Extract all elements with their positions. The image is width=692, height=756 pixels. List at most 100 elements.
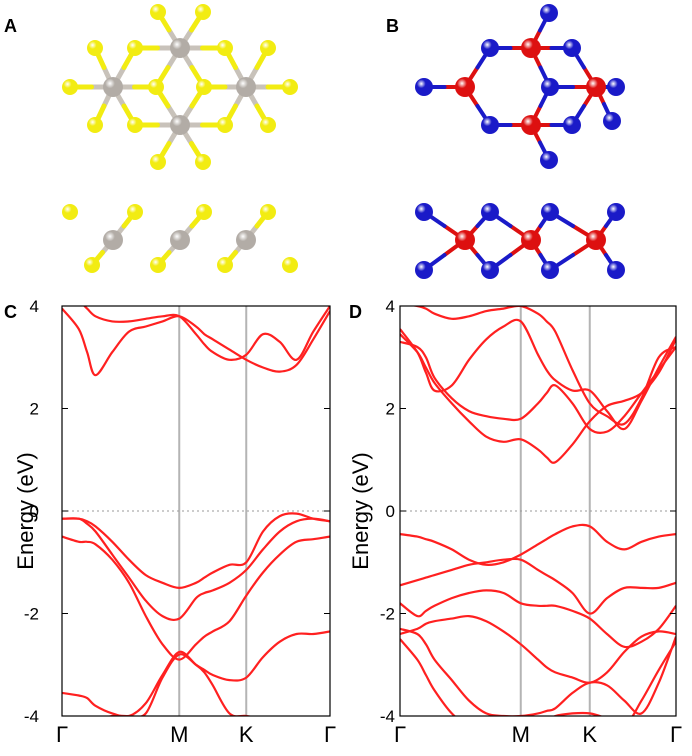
chalcogen-atom xyxy=(127,117,143,133)
chalcogen-atom xyxy=(196,79,212,95)
anion-atom xyxy=(607,203,625,221)
metal-atom xyxy=(170,38,190,58)
band-line-1 xyxy=(400,523,676,566)
band-line-5 xyxy=(400,627,676,716)
y-tick-label: -2 xyxy=(380,605,395,624)
cation-atom xyxy=(455,77,475,97)
cation-atom xyxy=(586,230,606,250)
anion-atom xyxy=(481,116,499,134)
anion-atom xyxy=(415,261,433,279)
chalcogen-atom xyxy=(217,257,233,273)
chalcogen-atom xyxy=(260,117,276,133)
y-tick-label: 0 xyxy=(386,502,395,521)
panel-label-c: C xyxy=(4,302,17,322)
anion-atom xyxy=(607,78,625,96)
band-line-8 xyxy=(400,340,676,435)
panel-label-b: B xyxy=(386,16,399,36)
anion-atom xyxy=(540,151,558,169)
metal-atom xyxy=(170,115,190,135)
anion-atom xyxy=(541,78,559,96)
metal-atom xyxy=(236,230,256,250)
y-axis-label: Energy (eV) xyxy=(13,452,38,569)
chalcogen-atom xyxy=(260,40,276,56)
chalcogen-atom xyxy=(217,117,233,133)
chalcogen-atom xyxy=(84,257,100,273)
anion-atom xyxy=(603,112,621,130)
y-tick-label: 2 xyxy=(386,400,395,419)
anion-atom xyxy=(541,261,559,279)
chalcogen-atom xyxy=(87,40,103,56)
band-line-2 xyxy=(62,517,330,622)
chalcogen-atom xyxy=(62,79,78,95)
cation-atom xyxy=(586,77,606,97)
kpoint-label: Γ xyxy=(394,722,406,747)
anion-atom xyxy=(563,116,581,134)
y-tick-label: -2 xyxy=(24,605,39,624)
chalcogen-atom xyxy=(127,40,143,56)
cation-atom xyxy=(455,230,475,250)
kpoint-label: Γ xyxy=(324,722,336,747)
panel-label-d: D xyxy=(349,302,362,322)
bands xyxy=(400,306,676,716)
band-line-4 xyxy=(400,614,676,684)
metal-atom xyxy=(103,77,123,97)
band-line-9 xyxy=(400,318,676,431)
structure-a-top-view xyxy=(62,4,298,170)
band-line-7 xyxy=(82,306,330,361)
y-tick-label: 2 xyxy=(30,400,39,419)
chalcogen-atom xyxy=(62,204,78,220)
cation-atom xyxy=(521,230,541,250)
chalcogen-atom xyxy=(127,204,143,220)
anion-atom xyxy=(415,203,433,221)
y-tick-label: 4 xyxy=(386,297,395,316)
band-line-5 xyxy=(107,653,254,716)
metal-atom xyxy=(236,77,256,97)
band-line-10 xyxy=(410,306,676,426)
y-tick-label: 4 xyxy=(30,297,39,316)
anion-atom xyxy=(481,261,499,279)
y-tick-label: -4 xyxy=(380,707,395,726)
cation-atom xyxy=(521,115,541,135)
band-line-3 xyxy=(62,535,330,661)
chalcogen-atom xyxy=(195,154,211,170)
cation-atom xyxy=(521,38,541,58)
anion-atom xyxy=(540,4,558,22)
structure-a-side-view xyxy=(62,204,298,273)
band-line-2 xyxy=(400,557,676,615)
band-line-6 xyxy=(62,307,330,377)
chalcogen-atom xyxy=(282,257,298,273)
chalcogen-atom xyxy=(150,257,166,273)
kpoint-label: M xyxy=(512,722,530,747)
structure-b-top-view xyxy=(415,4,625,169)
kpoint-label: Γ xyxy=(56,722,68,747)
anion-atom xyxy=(415,78,433,96)
anion-atom xyxy=(607,261,625,279)
kpoint-label: Γ xyxy=(670,722,682,747)
chalcogen-atom xyxy=(150,154,166,170)
chalcogen-atom xyxy=(217,40,233,56)
anion-atom xyxy=(481,39,499,57)
chalcogen-atom xyxy=(87,117,103,133)
chalcogen-atom xyxy=(148,79,164,95)
chalcogen-atom xyxy=(260,204,276,220)
kpoint-label: K xyxy=(582,722,597,747)
kpoint-label: K xyxy=(239,722,254,747)
chalcogen-atom xyxy=(196,204,212,220)
band-line-7 xyxy=(400,333,676,464)
y-tick-label: 0 xyxy=(30,502,39,521)
metal-atom xyxy=(170,230,190,250)
y-axis-label: Energy (eV) xyxy=(348,452,373,569)
anion-atom xyxy=(563,39,581,57)
band-line-1 xyxy=(62,512,330,590)
metal-atom xyxy=(103,230,123,250)
panel-label-a: A xyxy=(4,16,17,36)
band-structure-chart-c: 4 2 0 -2 -4 Γ M K Γ Energy (eV) xyxy=(13,297,336,747)
band-line-6 xyxy=(400,638,676,716)
bands xyxy=(62,306,330,716)
chalcogen-atom xyxy=(150,4,166,20)
anion-atom xyxy=(481,203,499,221)
kpoint-label: M xyxy=(170,722,188,747)
chalcogen-atom xyxy=(195,4,211,20)
anion-atom xyxy=(541,203,559,221)
